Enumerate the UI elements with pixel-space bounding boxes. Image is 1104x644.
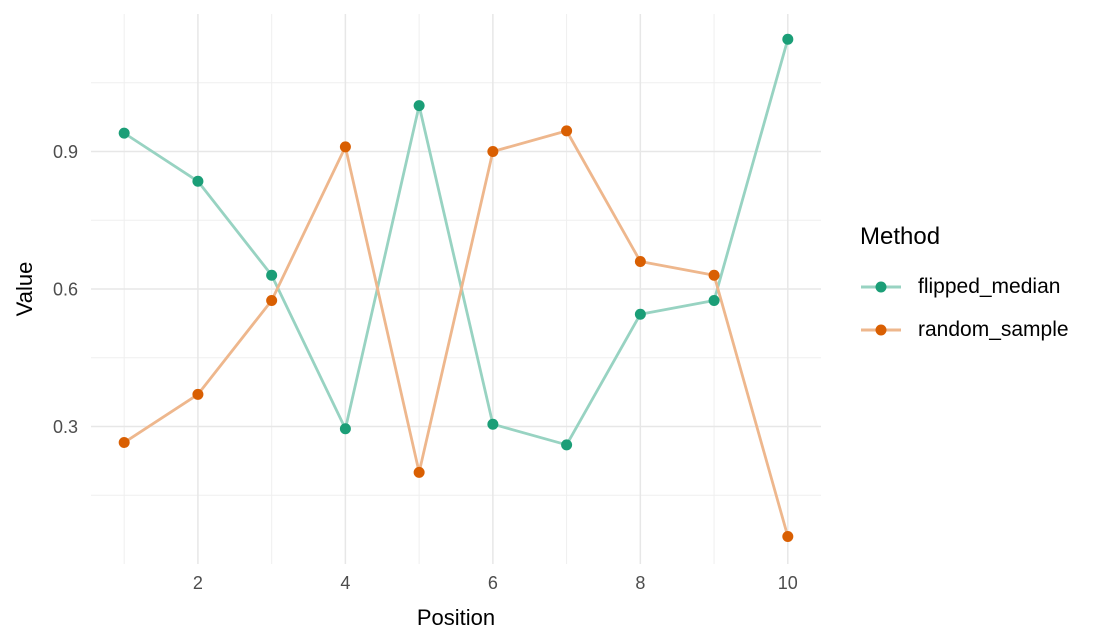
y-tick-label: 0.6: [53, 280, 78, 300]
y-tick-label: 0.3: [53, 417, 78, 437]
data-point-flipped_median: [634, 308, 646, 320]
data-point-flipped_median: [561, 439, 573, 451]
legend: Method flipped_median random_sample: [860, 223, 1069, 344]
legend-label-flipped_median: flipped_median: [918, 275, 1061, 298]
series-line-random_sample: [122, 129, 790, 538]
data-point-flipped_median: [487, 418, 499, 430]
legend-item-random_sample: random_sample: [860, 316, 1069, 344]
x-tick-label: 2: [193, 573, 203, 593]
legend-key-icon: [861, 324, 901, 336]
data-point-random_sample: [413, 466, 425, 478]
data-point-random_sample: [487, 146, 499, 157]
data-point-random_sample: [634, 256, 646, 267]
legend-key-dot: [875, 281, 887, 293]
legend-item-flipped_median: flipped_median: [860, 273, 1069, 301]
x-tick-label: 10: [778, 573, 798, 593]
series-line-flipped_median: [122, 37, 790, 447]
x-axis-title: Position: [416, 605, 496, 630]
data-point-flipped_median: [192, 175, 204, 187]
legend-key-icon: [861, 281, 901, 293]
data-point-random_sample: [266, 294, 278, 306]
x-tick-label: 8: [635, 573, 645, 593]
y-axis-title: Value: [12, 261, 37, 317]
data-point-random_sample: [708, 269, 720, 281]
data-point-flipped_median: [266, 269, 278, 281]
data-point-flipped_median: [782, 33, 794, 45]
x-tick-label: 4: [340, 573, 350, 593]
data-point-flipped_median: [413, 100, 425, 112]
x-tick-label: 6: [488, 573, 498, 593]
data-point-flipped_median: [708, 294, 720, 306]
data-point-flipped_median: [339, 423, 351, 435]
data-point-random_sample: [339, 141, 351, 153]
data-point-random_sample: [782, 531, 794, 542]
data-point-random_sample: [192, 388, 204, 400]
data-point-random_sample: [118, 437, 130, 449]
legend-key-dot: [875, 324, 887, 336]
legend-title: Method: [860, 223, 941, 250]
legend-items: flipped_median random_sample: [860, 273, 1069, 344]
data-point-random_sample: [561, 125, 573, 137]
legend-label-random_sample: random_sample: [918, 318, 1069, 341]
data-point-flipped_median: [118, 127, 130, 139]
y-tick-label: 0.9: [53, 142, 78, 162]
